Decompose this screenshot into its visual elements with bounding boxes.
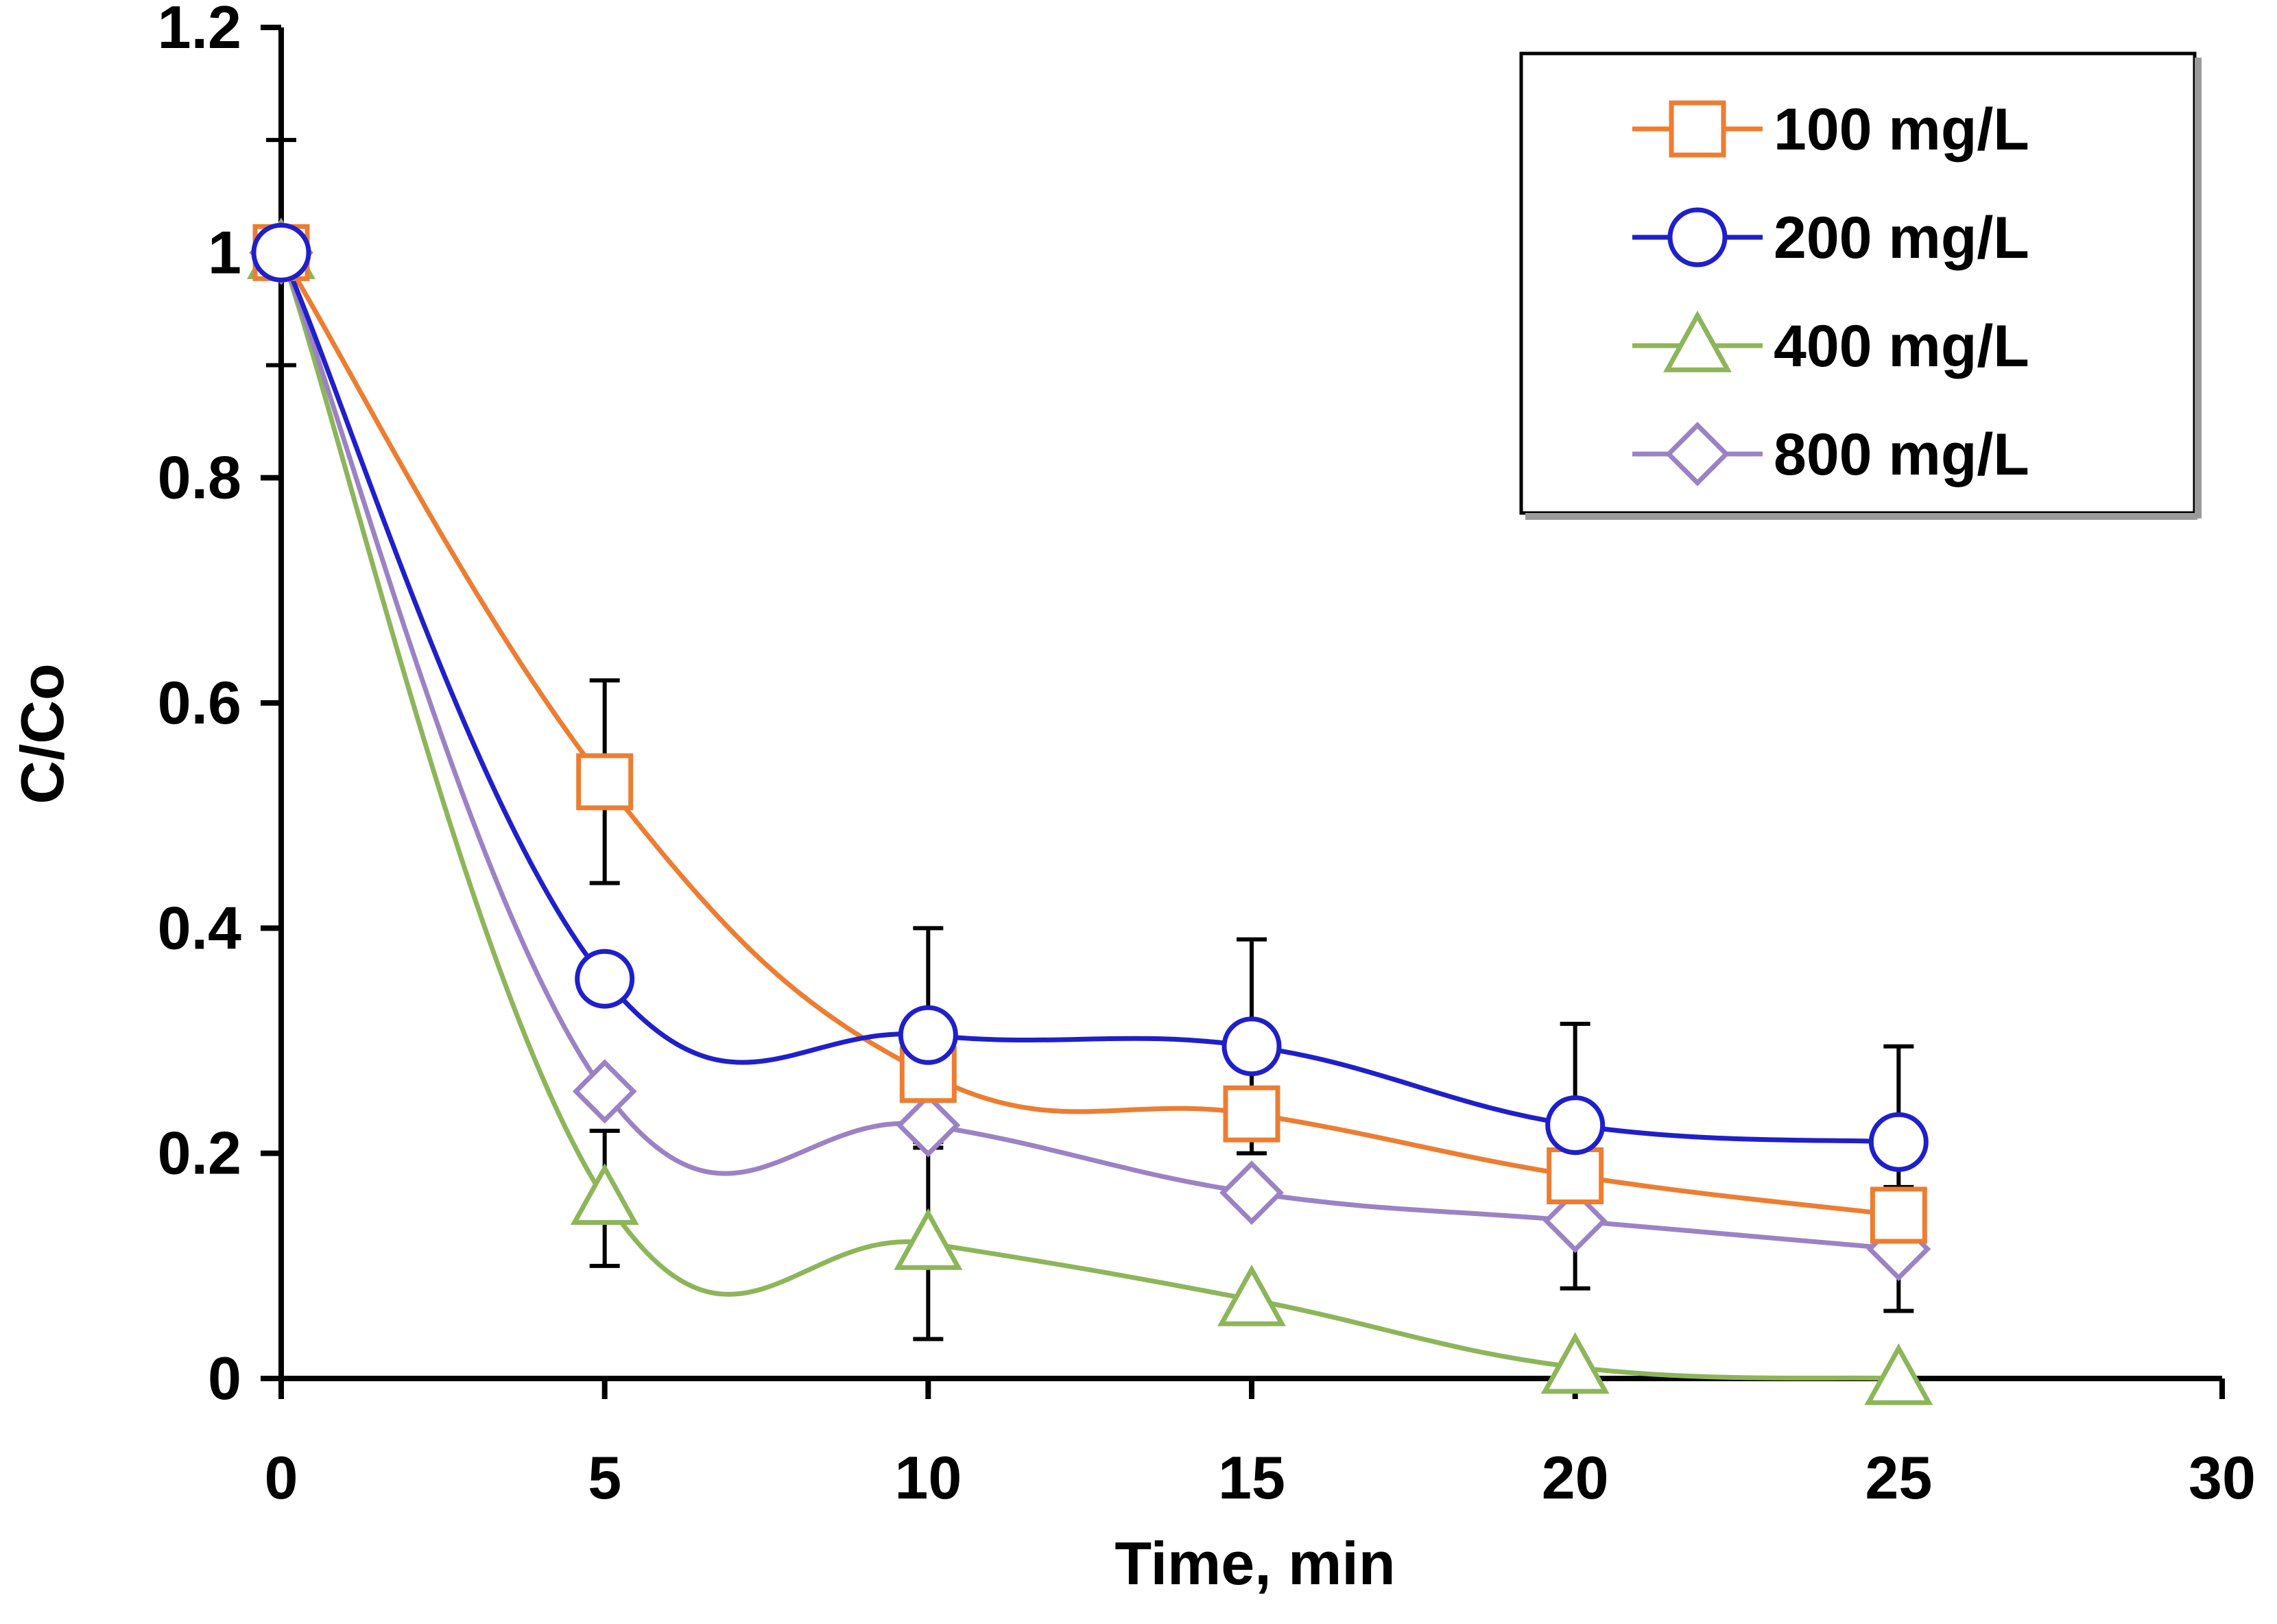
legend-marker bbox=[1665, 422, 1730, 486]
x-tick-label: 10 bbox=[894, 1444, 962, 1512]
legend-marker bbox=[1669, 100, 1726, 158]
data-point bbox=[1221, 1016, 1282, 1077]
data-point bbox=[570, 1163, 639, 1226]
data-point bbox=[575, 948, 635, 1009]
legend-shadow-side bbox=[2195, 58, 2202, 518]
data-point bbox=[898, 1005, 958, 1065]
legend-shadow bbox=[1525, 513, 2197, 520]
data-point bbox=[1217, 1264, 1286, 1326]
legend-marker bbox=[1663, 310, 1732, 372]
data-point bbox=[1540, 1332, 1610, 1394]
data-point bbox=[1868, 1112, 1929, 1172]
y-tick-label: 0.4 bbox=[158, 894, 241, 962]
x-tick-label: 25 bbox=[1865, 1444, 1932, 1512]
data-point bbox=[251, 222, 311, 283]
data-point bbox=[1219, 1160, 1284, 1226]
y-axis-title: C/Co bbox=[8, 663, 76, 804]
legend-label-400: 400 mg/L bbox=[1774, 313, 2029, 379]
legend-label-100: 100 mg/L bbox=[1774, 97, 2029, 163]
x-tick-label: 5 bbox=[588, 1444, 621, 1512]
data-point bbox=[1545, 1095, 1606, 1156]
y-tick-label: 0.8 bbox=[158, 444, 241, 512]
data-point bbox=[572, 1059, 637, 1124]
x-tick-label: 20 bbox=[1542, 1444, 1609, 1512]
data-point bbox=[1870, 1186, 1927, 1244]
data-point bbox=[1223, 1085, 1280, 1143]
y-tick-label: 0.2 bbox=[158, 1119, 241, 1187]
series-markers bbox=[247, 217, 1933, 1405]
data-point bbox=[1547, 1147, 1604, 1204]
y-tick-label: 1.2 bbox=[158, 0, 241, 61]
legend-items bbox=[1632, 100, 1763, 486]
data-point bbox=[1542, 1189, 1608, 1254]
y-tick-label: 1 bbox=[208, 218, 241, 286]
legend-label-800: 800 mg/L bbox=[1774, 422, 2029, 488]
y-tick-label: 0.6 bbox=[158, 669, 241, 737]
x-axis-title: Time, min bbox=[1114, 1529, 1395, 1597]
legend-label-200: 200 mg/L bbox=[1774, 205, 2029, 271]
x-tick-label: 15 bbox=[1218, 1444, 1285, 1512]
x-tick-label: 30 bbox=[2189, 1444, 2256, 1512]
data-point bbox=[894, 1208, 963, 1270]
legend-marker bbox=[1667, 207, 1728, 267]
y-tick-label: 0 bbox=[208, 1344, 241, 1412]
data-point bbox=[896, 1092, 961, 1158]
tick-labels: 0 0.2 0.4 0.6 0.8 1 1.2 0 5 10 15 20 25 30 bbox=[158, 0, 2256, 1512]
x-tick-label: 0 bbox=[265, 1444, 298, 1512]
data-point bbox=[576, 753, 634, 811]
legend: 100 mg/L 200 mg/L 400 mg/L 800 mg/L bbox=[1519, 51, 2202, 520]
data-point bbox=[1864, 1343, 1933, 1405]
